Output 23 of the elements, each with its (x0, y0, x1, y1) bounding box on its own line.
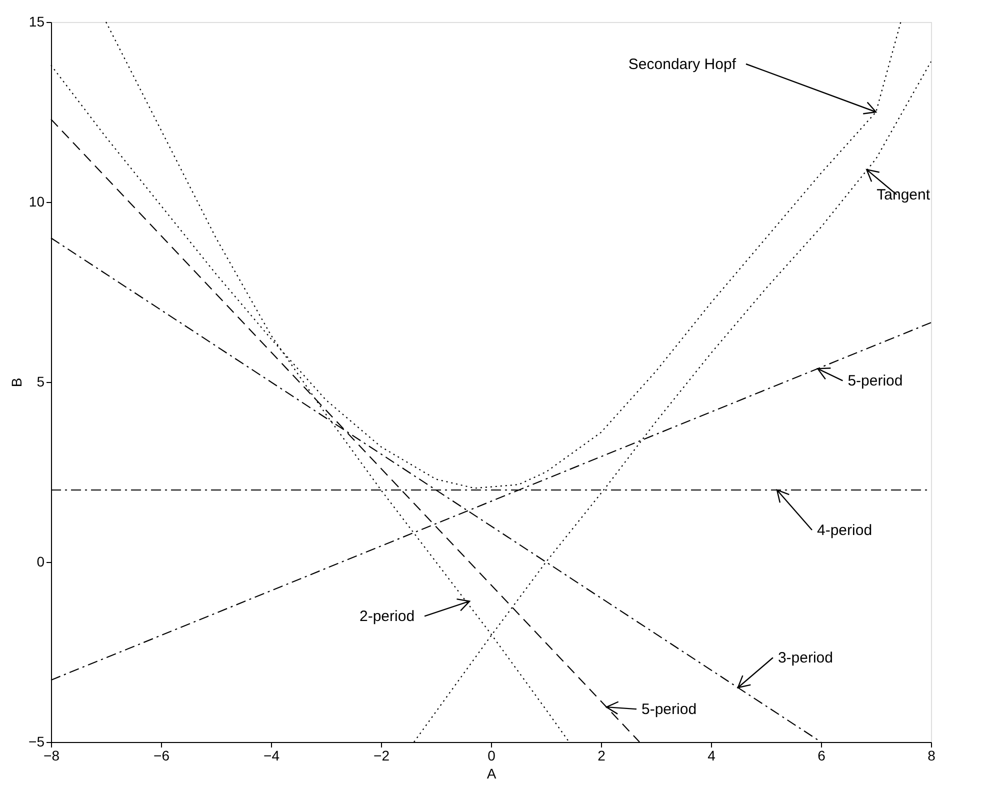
x-tick-label: −2 (374, 748, 390, 764)
y-tick-label: 15 (28, 14, 45, 30)
annotation: 2-period (360, 608, 415, 626)
annotation: 5-period (848, 372, 903, 390)
x-axis-title: A (486, 766, 497, 782)
y-tick-label: 5 (36, 374, 45, 390)
x-tick-label: 8 (928, 748, 936, 764)
annotation: Tangent (876, 186, 931, 204)
annotation: Secondary Hopf (628, 56, 737, 73)
x-tick-label: −8 (44, 748, 60, 764)
y-axis-title: B (8, 378, 25, 388)
annotation: 3-period (778, 650, 833, 667)
y-tick-label: 0 (36, 554, 45, 570)
x-tick-label: 0 (488, 748, 496, 764)
annotation: 4-period (817, 522, 872, 539)
x-tick-label: 2 (598, 748, 606, 764)
annotation: 5-period (642, 701, 697, 718)
x-tick-label: −6 (154, 748, 170, 764)
x-tick-label: 6 (818, 748, 826, 764)
x-tick-label: −4 (264, 748, 280, 764)
y-tick-label: 10 (28, 194, 45, 210)
y-tick-label: −5 (28, 734, 45, 750)
x-tick-label: 4 (708, 748, 716, 764)
